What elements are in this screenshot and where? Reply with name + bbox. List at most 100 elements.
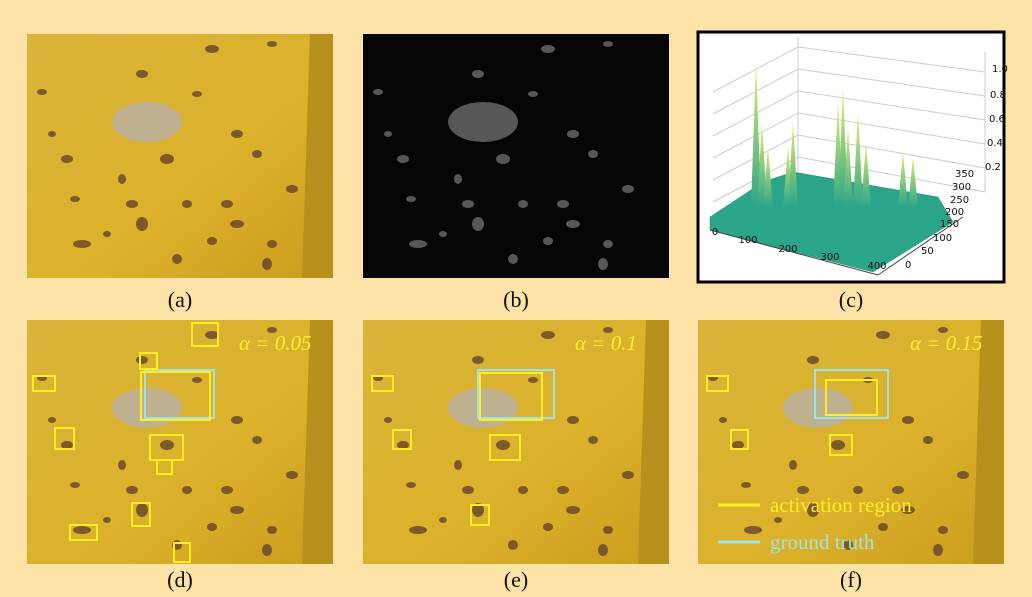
panel-label: (a) xyxy=(168,287,192,312)
insect xyxy=(73,526,91,534)
z-tick-label: 0.8 xyxy=(990,90,1006,101)
insect xyxy=(397,441,409,449)
insect xyxy=(267,41,277,47)
insect xyxy=(439,517,447,523)
activation-blob xyxy=(518,200,528,208)
insect xyxy=(48,417,56,423)
insect xyxy=(789,460,797,470)
insect xyxy=(732,441,744,449)
insect xyxy=(160,154,174,164)
insect xyxy=(406,482,416,488)
insect xyxy=(541,331,555,339)
alpha-annotation: α = 0.05 xyxy=(239,331,311,355)
z-tick-label: 0.2 xyxy=(985,162,1001,173)
photo xyxy=(27,320,333,564)
x-tick-label: 0 xyxy=(712,227,718,238)
activation-blob xyxy=(406,196,416,202)
insect xyxy=(252,150,262,158)
insect xyxy=(384,417,392,423)
insect xyxy=(933,544,943,556)
insect xyxy=(160,440,174,450)
insect xyxy=(267,240,277,248)
legend-label: activation region xyxy=(770,493,912,517)
activation-blob xyxy=(409,240,427,248)
photo xyxy=(363,320,669,564)
insect xyxy=(472,356,484,364)
page: (a)(b)0100200300400050100150200250300350… xyxy=(0,0,1032,597)
insect xyxy=(61,155,73,163)
insect xyxy=(118,174,126,184)
y-tick-label: 100 xyxy=(933,233,952,244)
insect xyxy=(103,517,111,523)
insect xyxy=(221,486,233,494)
insect xyxy=(192,91,202,97)
activation-blob xyxy=(448,102,518,142)
insect xyxy=(262,544,272,556)
insect xyxy=(37,89,47,95)
insect xyxy=(567,416,579,424)
activation-blob xyxy=(598,258,608,270)
activation-blob xyxy=(588,150,598,158)
insect xyxy=(192,377,202,383)
insect xyxy=(182,486,192,494)
insect xyxy=(496,440,510,450)
insect xyxy=(172,254,182,264)
activation-blob xyxy=(543,237,553,245)
x-tick-label: 200 xyxy=(778,244,797,255)
insect xyxy=(205,331,219,339)
activation-blob xyxy=(622,185,634,193)
insect xyxy=(566,506,580,514)
activation-blob xyxy=(567,130,579,138)
y-tick-label: 350 xyxy=(955,169,974,180)
y-tick-label: 200 xyxy=(945,207,964,218)
panel: (e)α = 0.1 xyxy=(363,320,669,592)
activation-blob xyxy=(472,217,484,231)
insect xyxy=(70,482,80,488)
photo xyxy=(363,34,669,278)
insect xyxy=(48,131,56,137)
insect xyxy=(182,200,192,208)
insect xyxy=(454,460,462,470)
activation-blob xyxy=(603,240,613,248)
activation-blob xyxy=(373,89,383,95)
activation-blob xyxy=(496,154,510,164)
activation-blob xyxy=(397,155,409,163)
panel: (d) α = 0.05 xyxy=(27,320,333,592)
z-tick-label: 0.4 xyxy=(987,138,1003,149)
activation-blob xyxy=(566,220,580,228)
figure: (a)(b)0100200300400050100150200250300350… xyxy=(0,0,1032,597)
z-tick-label: 1.0 xyxy=(992,64,1008,75)
insect xyxy=(286,185,298,193)
insect xyxy=(741,482,751,488)
insect xyxy=(902,416,914,424)
y-tick-label: 150 xyxy=(940,219,959,230)
insect xyxy=(136,503,148,517)
activation-blob xyxy=(508,254,518,264)
alpha-annotation: α = 0.15 xyxy=(910,331,982,355)
alpha-annotation: α = 0.1 xyxy=(575,331,637,355)
insect xyxy=(126,486,138,494)
insect xyxy=(73,240,91,248)
legend-label: ground truth xyxy=(770,530,875,554)
x-tick-label: 400 xyxy=(867,261,886,272)
z-tick-label: 0.6 xyxy=(989,114,1005,125)
activation-blob xyxy=(462,200,474,208)
insect xyxy=(207,523,217,531)
insect xyxy=(61,441,73,449)
insect xyxy=(508,540,518,550)
panel-label: (f) xyxy=(840,567,862,592)
activation-blob xyxy=(384,131,392,137)
activation-blob xyxy=(557,200,569,208)
panel-label: (d) xyxy=(167,567,193,592)
activation-blob xyxy=(439,231,447,237)
y-tick-label: 0 xyxy=(905,260,911,271)
insect xyxy=(286,471,298,479)
panel: (b) xyxy=(363,34,669,312)
insect xyxy=(262,258,272,270)
insect xyxy=(136,70,148,78)
insect xyxy=(923,436,933,444)
insect xyxy=(878,523,888,531)
insect xyxy=(230,220,244,228)
activation-blob xyxy=(528,91,538,97)
y-tick-label: 250 xyxy=(950,195,969,206)
